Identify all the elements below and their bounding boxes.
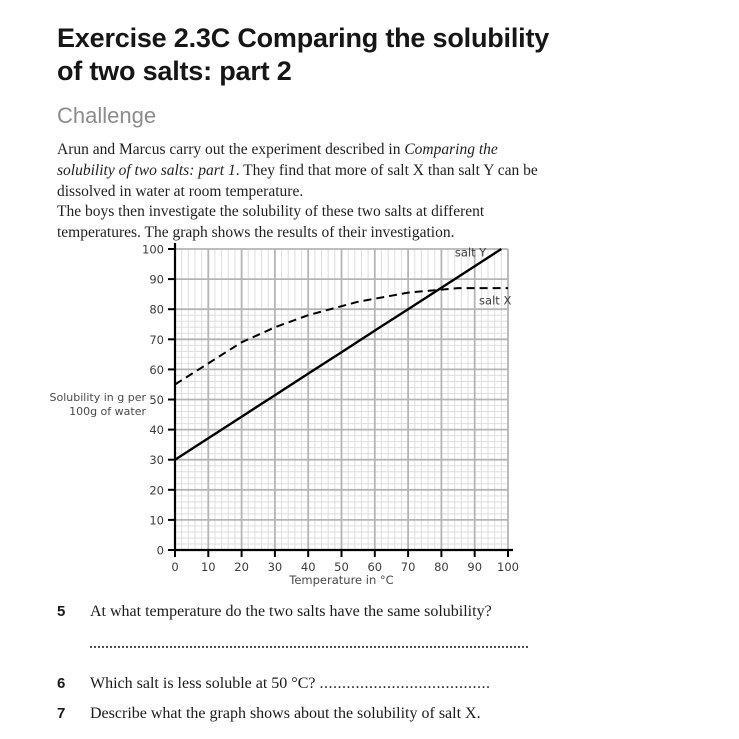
page-title-line1: Exercise 2.3C Comparing the solubility <box>57 23 550 53</box>
tick-marks <box>168 248 509 557</box>
svg-text:70: 70 <box>149 333 164 347</box>
intro-paragraph-2: The boys then investigate the solubility… <box>57 203 485 241</box>
tick-labels: 0 10 20 30 40 50 60 70 80 90 100 0 10 20 30 40 50 60 70 80 9… <box>142 243 519 574</box>
question-7-number: 7 <box>57 705 66 722</box>
question-7-text: Describe what the graph shows about the … <box>90 705 481 722</box>
svg-text:90: 90 <box>149 273 164 287</box>
axes <box>173 243 513 552</box>
svg-text:20: 20 <box>234 560 249 574</box>
svg-text:50: 50 <box>149 393 164 407</box>
paragraph1-italic-reference: Comparing the solubility of two salts: p… <box>57 141 498 179</box>
svg-text:90: 90 <box>467 560 482 574</box>
svg-text:salt Y: salt Y <box>455 246 487 260</box>
svg-text:Solubility in g per: Solubility in g per <box>50 391 147 404</box>
series-labels: salt Y salt X <box>455 246 512 308</box>
section-heading: Challenge <box>57 103 157 128</box>
svg-text:40: 40 <box>301 560 316 574</box>
svg-text:30: 30 <box>268 560 283 574</box>
svg-text:20: 20 <box>149 483 164 497</box>
page-title-line2: of two salts: part 2 <box>57 56 292 86</box>
question-5-number: 5 <box>57 603 66 620</box>
svg-text:100: 100 <box>497 560 519 574</box>
solubility-line-chart: 0 10 20 30 40 50 60 70 80 90 100 0 10 20 30 40 50 60 70 80 9… <box>50 243 519 587</box>
paragraph1-text-b: . They find that more of salt X than sal… <box>57 162 538 200</box>
svg-text:30: 30 <box>149 453 164 467</box>
question-7: 7 Describe what the graph shows about the… <box>57 704 557 724</box>
svg-text:80: 80 <box>434 560 449 574</box>
series-salt-Y <box>174 247 502 461</box>
series-salt-X <box>174 287 508 386</box>
svg-text:100: 100 <box>142 243 164 257</box>
question-6-text-wrap: Which salt is less soluble at 50 °C? ...… <box>90 674 540 694</box>
question-5-text: At what temperature do the two salts hav… <box>90 603 492 620</box>
svg-text:10: 10 <box>149 513 164 527</box>
question-6: 6 Which salt is less soluble at 50 °C? ..… <box>57 674 557 694</box>
svg-text:60: 60 <box>149 363 164 377</box>
svg-text:70: 70 <box>401 560 416 574</box>
svg-text:salt X: salt X <box>479 294 511 308</box>
page-title: Exercise 2.3C Comparing the solubility o… <box>57 22 617 88</box>
intro-paragraph-1: Arun and Marcus carry out the experiment… <box>57 139 554 202</box>
grid-major <box>175 248 509 550</box>
svg-text:40: 40 <box>149 423 164 437</box>
question-5-answer-line <box>90 646 528 648</box>
question-6-answer-dots: ...................................... <box>319 675 491 692</box>
svg-text:0: 0 <box>157 544 164 558</box>
svg-text:60: 60 <box>367 560 382 574</box>
question-6-text: Which salt is less soluble at 50 °C? <box>90 675 316 692</box>
paragraph1-text-a: Arun and Marcus carry out the experiment… <box>57 141 405 158</box>
svg-text:10: 10 <box>201 560 216 574</box>
svg-text:100g of water: 100g of water <box>69 405 146 418</box>
svg-text:80: 80 <box>149 303 164 317</box>
question-5: 5 At what temperature do the two salts ha… <box>57 602 557 622</box>
question-6-number: 6 <box>57 675 66 692</box>
svg-text:50: 50 <box>334 560 349 574</box>
svg-text:0: 0 <box>171 560 178 574</box>
svg-text:Temperature in °C: Temperature in °C <box>288 573 393 587</box>
solubility-chart: 0 10 20 30 40 50 60 70 80 90 100 0 10 20 30 40 50 60 70 80 9… <box>0 243 560 595</box>
